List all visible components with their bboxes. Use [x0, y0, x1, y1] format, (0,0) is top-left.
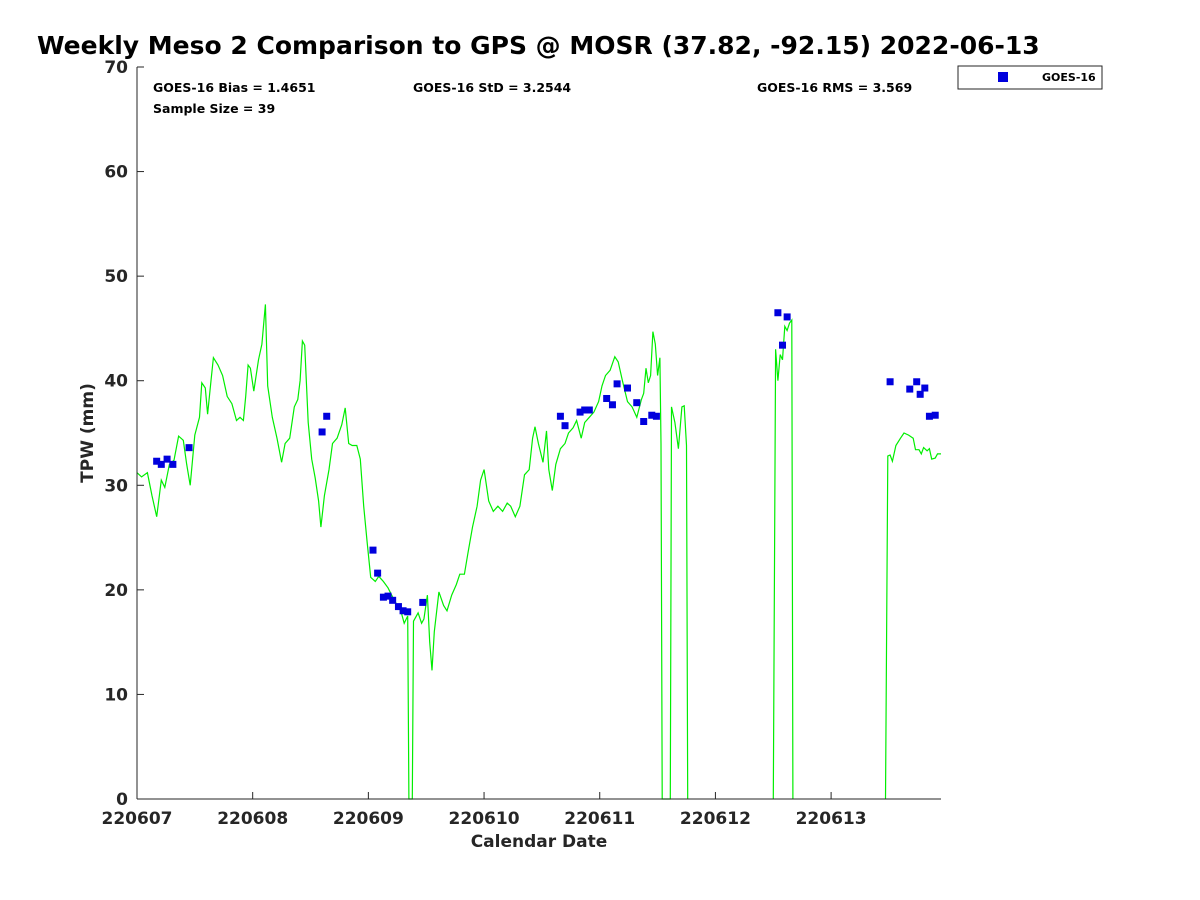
goes-16-point [779, 341, 787, 349]
legend-marker-goes-16 [998, 72, 1008, 82]
x-tick-label: 220611 [564, 809, 635, 829]
y-ticks: 0 10 20 30 40 50 60 70 [104, 58, 144, 810]
x-tick-label: 220609 [333, 809, 404, 829]
goes-16-point [648, 411, 656, 419]
goes-16-point [916, 390, 924, 398]
x-tick-label: 220608 [217, 809, 288, 829]
goes-16-point [561, 422, 569, 430]
x-tick-label: 220610 [449, 809, 520, 829]
goes-16-point [318, 428, 326, 436]
goes-16-point [931, 411, 939, 419]
y-tick-label: 0 [116, 790, 128, 810]
goes-16-point [384, 592, 392, 600]
y-tick-label: 40 [104, 372, 128, 392]
y-tick-label: 20 [104, 581, 128, 601]
goes-16-series-points [153, 309, 939, 616]
goes-16-point [633, 399, 641, 407]
y-tick-label: 50 [104, 267, 128, 287]
goes-16-point [163, 455, 171, 463]
chart-title: Weekly Meso 2 Comparison to GPS @ MOSR (… [37, 31, 1040, 60]
gps-series-lines [136, 304, 941, 800]
legend-label-goes-16: GOES-16 [1042, 71, 1096, 84]
goes-16-point [419, 598, 427, 606]
goes-16-point [389, 596, 397, 604]
std-stat: GOES-16 StD = 3.2544 [413, 80, 571, 95]
x-tick-label: 220607 [102, 809, 173, 829]
goes-16-point [886, 378, 894, 386]
goes-16-point [323, 412, 331, 420]
legend-box [957, 65, 1103, 90]
goes-16-point [774, 309, 782, 317]
y-axis-label: TPW (mm) [78, 383, 98, 483]
y-tick-label: 10 [104, 685, 128, 705]
gps-line-segment-2 [772, 318, 794, 800]
goes-16-point [581, 406, 589, 414]
axes: 0 10 20 30 40 50 60 70 220607 220608 220609 220610… [102, 58, 941, 829]
goes-16-point [404, 608, 412, 616]
goes-16-point [157, 460, 165, 468]
x-tick-label: 220612 [680, 809, 751, 829]
y-tick-label: 70 [104, 58, 128, 78]
goes-16-point [556, 412, 564, 420]
goes-16-point [169, 460, 177, 468]
goes-16-point [783, 313, 791, 321]
goes-16-point [374, 569, 382, 577]
goes-16-point [185, 444, 193, 452]
goes-16-point [925, 412, 933, 420]
gps-line-segment-3 [884, 432, 941, 800]
goes-16-point [652, 412, 660, 420]
goes-16-point [585, 406, 593, 414]
goes-16-point [623, 384, 631, 392]
bias-stat: GOES-16 Bias = 1.4651 [153, 80, 315, 95]
plot-area [136, 304, 941, 800]
goes-16-point [399, 607, 407, 615]
y-tick-label: 60 [104, 163, 128, 183]
y-tick-label: 30 [104, 476, 128, 496]
goes-16-point [603, 394, 611, 402]
legend: GOES-16 [957, 65, 1103, 90]
rms-stat: GOES-16 RMS = 3.569 [757, 80, 912, 95]
x-axis-label: Calendar Date [471, 832, 608, 852]
gps-line-segment-1 [136, 304, 689, 800]
sample-size-stat: Sample Size = 39 [153, 101, 275, 116]
goes-16-point [613, 380, 621, 388]
goes-16-point [369, 546, 377, 554]
goes-16-point [608, 401, 616, 409]
goes-16-point [379, 593, 387, 601]
goes-16-point [394, 603, 402, 611]
goes-16-point [906, 385, 914, 393]
goes-16-point [153, 457, 161, 465]
x-ticks: 220607 220608 220609 220610 220611 220612 2206… [102, 792, 867, 829]
goes-16-point [576, 408, 584, 416]
x-tick-label: 220613 [796, 809, 867, 829]
goes-16-point [921, 384, 929, 392]
goes-16-point [640, 417, 648, 425]
goes-16-point [913, 378, 921, 386]
